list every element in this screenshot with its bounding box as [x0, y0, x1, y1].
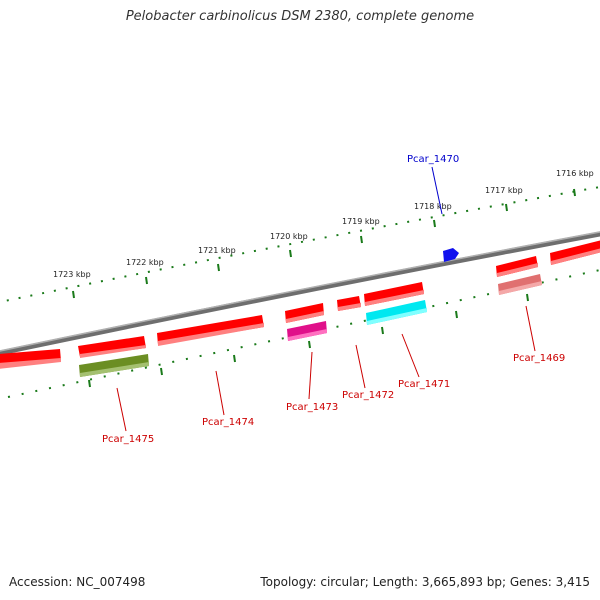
label-pcar-1475[interactable]: Pcar_1475: [102, 434, 154, 445]
tick-mark-1721: [217, 263, 220, 272]
genome-backbone: [0, 231, 600, 356]
gene-block-shade: [338, 303, 361, 311]
tick-label-1717: 1717 kbp: [485, 186, 523, 195]
inner-tick-mark: [160, 367, 163, 376]
leader-pcar-1474: [215, 370, 225, 416]
tick-label-1720: 1720 kbp: [270, 232, 308, 241]
tick-mark-1719: [360, 235, 363, 244]
gene-block-shade: [0, 358, 61, 369]
inner-tick-mark: [88, 379, 91, 388]
gene-labels: Pcar_1470 Pcar_1469 Pcar_1471 Pcar_1472 …: [102, 154, 565, 445]
gene-block[interactable]: [78, 336, 146, 357]
label-pcar-1471[interactable]: Pcar_1471: [398, 379, 450, 390]
label-leader-lines: [116, 166, 536, 432]
forward-strand-genes: [0, 240, 600, 369]
tick-mark-1717: [505, 203, 508, 212]
gene-pcar-1470[interactable]: [443, 248, 459, 262]
label-pcar-1473[interactable]: Pcar_1473: [286, 402, 338, 413]
gene-block-shade: [286, 311, 324, 323]
tick-label-1718: 1718 kbp: [414, 202, 452, 211]
label-pcar-1470[interactable]: Pcar_1470: [407, 154, 459, 165]
tick-label-1723: 1723 kbp: [53, 270, 91, 279]
inner-tick-mark: [526, 293, 529, 302]
tick-mark-1716: [573, 188, 576, 197]
gene-block-shade: [497, 263, 538, 277]
gene-pcar-1471-shade: [367, 308, 427, 325]
gene-block-shade: [365, 290, 424, 306]
tick-label-1719: 1719 kbp: [342, 217, 380, 226]
gene-block-shade: [551, 248, 600, 265]
inner-tick-mark: [381, 326, 384, 335]
label-pcar-1474[interactable]: Pcar_1474: [202, 417, 254, 428]
label-pcar-1469[interactable]: Pcar_1469: [513, 353, 565, 364]
leader-pcar-1469: [525, 305, 536, 352]
tick-label-1722: 1722 kbp: [126, 258, 164, 267]
leader-pcar-1470: [431, 166, 443, 215]
leader-pcar-1471: [401, 333, 420, 378]
gene-block-shade: [80, 345, 146, 358]
scale-ticks: 1723 kbp 1722 kbp 1721 kbp 1720 kbp 1719…: [53, 169, 594, 388]
inner-tick-track: [7, 269, 600, 398]
leader-pcar-1473: [308, 351, 313, 400]
gene-pcar-1469-shade: [499, 281, 542, 295]
tick-label-1716: 1716 kbp: [556, 169, 594, 178]
tick-mark-1718: [433, 219, 436, 228]
accession-label: Accession: NC_007498: [9, 575, 146, 589]
leader-pcar-1472: [355, 344, 366, 389]
tick-mark-1720: [289, 249, 292, 258]
leader-pcar-1475: [116, 387, 127, 432]
tick-mark-1722: [145, 276, 148, 285]
inner-tick-mark: [455, 310, 458, 319]
label-pcar-1472[interactable]: Pcar_1472: [342, 390, 394, 401]
reverse-strand-genes: [79, 274, 542, 377]
tick-label-1721: 1721 kbp: [198, 246, 236, 255]
gene-block-shade: [158, 323, 264, 346]
inner-tick-mark: [308, 340, 311, 349]
tick-mark-1723: [72, 290, 75, 299]
genome-summary: Topology: circular; Length: 3,665,893 bp…: [260, 575, 590, 589]
gene-pcar-1473-shade: [288, 329, 327, 341]
inner-tick-mark: [233, 354, 236, 363]
gene-pcar-1475-shade: [80, 362, 149, 377]
genome-title: Pelobacter carbinolicus DSM 2380, comple…: [125, 9, 475, 24]
